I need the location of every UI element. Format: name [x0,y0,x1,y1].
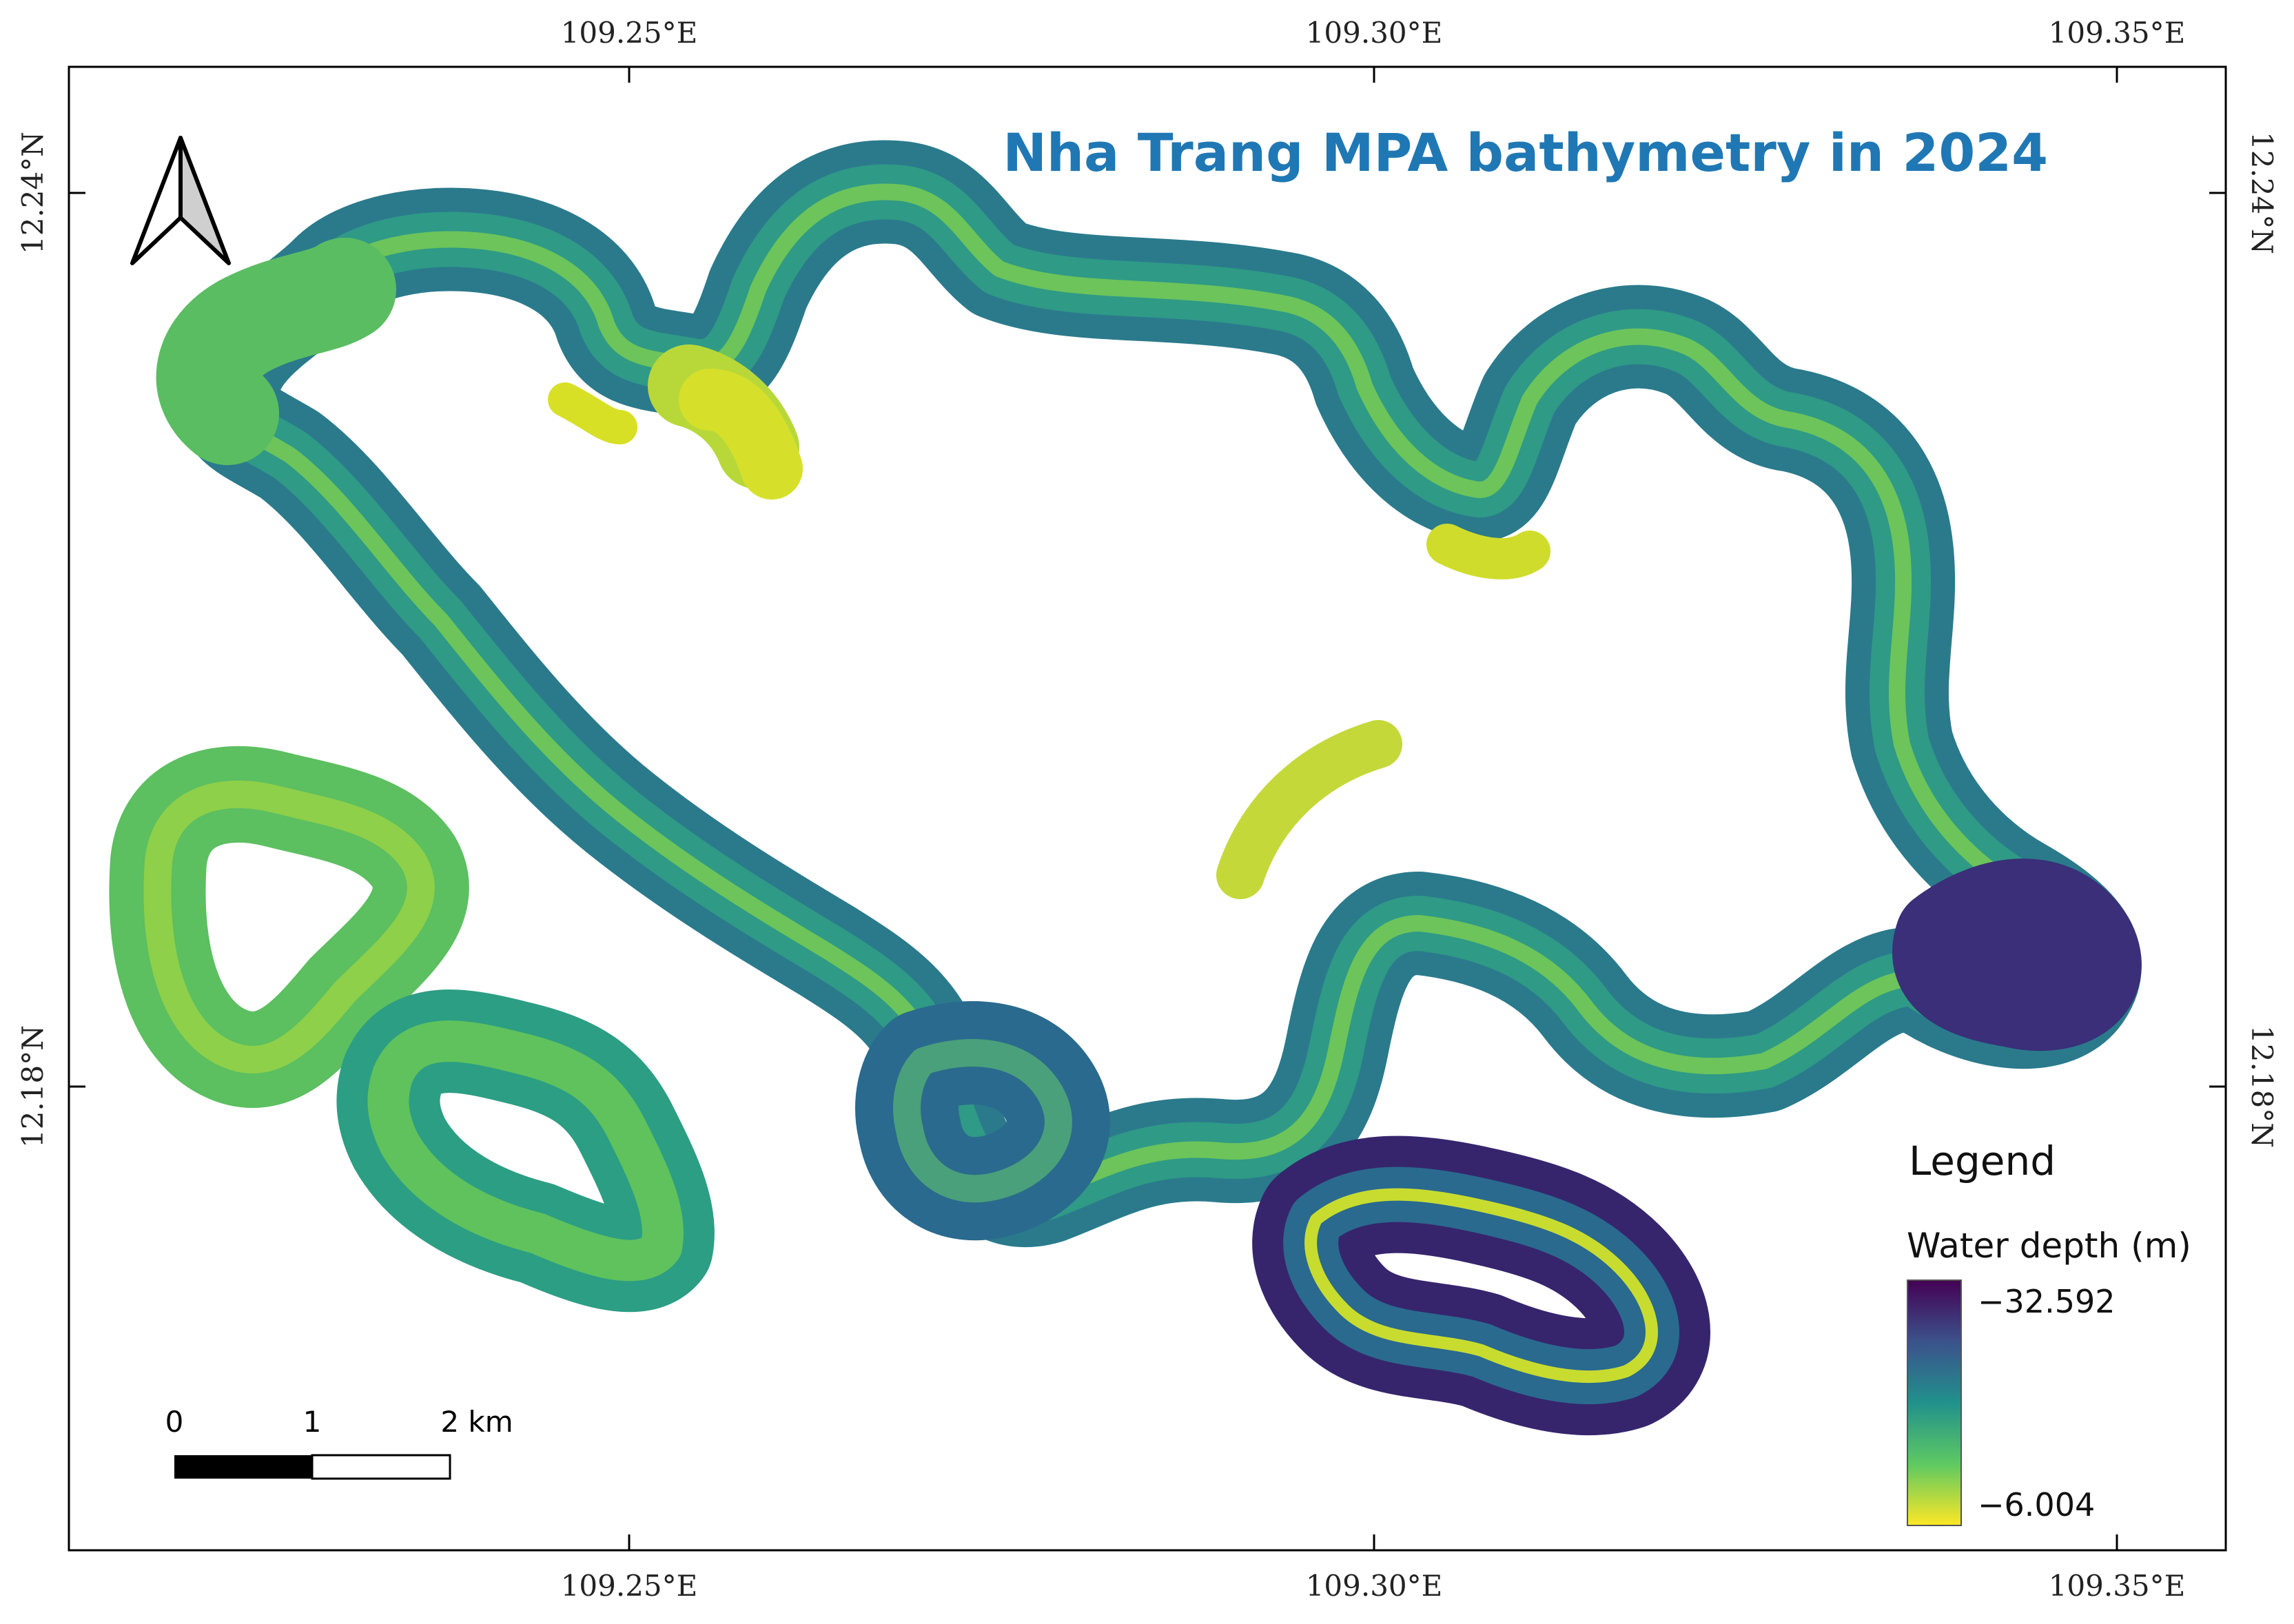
legend-layer-title: Water depth (m) [1907,1226,2191,1266]
scale-bar-black [174,1455,312,1479]
scale-tick-2: 2 km [440,1405,513,1439]
lon-label-bottom-3: 109.35°E [2049,1569,2186,1603]
lon-label-top-2: 109.30°E [1306,16,1443,50]
lon-label-bottom-2: 109.30°E [1306,1569,1443,1603]
legend-min-label: −6.004 [1978,1486,2095,1523]
lat-label-left-1: 12.24°N [16,132,50,254]
scale-bar: 0 1 2 km [165,1405,513,1480]
center-island-ring [855,1001,1110,1241]
scale-bar-white [311,1454,451,1480]
legend-max-label: −32.592 [1978,1283,2116,1320]
lat-label-right-2: 12.18°N [2245,1025,2279,1148]
legend: Legend Water depth (m) −32.592 −6.004 [1907,1138,2191,1526]
lat-label-right-1: 12.24°N [2245,132,2279,254]
scale-tick-1: 1 [303,1405,322,1439]
graticule-ticks [69,67,2226,1550]
east-deep-lobe [1892,859,2142,1051]
lon-label-top-1: 109.25°E [561,16,698,50]
lon-label-bottom-1: 109.25°E [561,1569,698,1603]
southeast-island-ring [1252,1135,1710,1436]
scale-tick-0: 0 [165,1405,184,1439]
lon-label-top-3: 109.35°E [2049,16,2186,50]
bathymetry-layer [109,140,2142,1436]
lat-label-left-2: 12.18°N [16,1025,50,1148]
west-island-2-ring [336,989,715,1313]
legend-heading: Legend [1909,1138,2056,1184]
west-island-1-ring [109,746,469,1108]
shallow-patches [548,369,1550,899]
north-arrow-icon [130,136,231,265]
map-title: Nha Trang MPA bathymetry in 2024 [1003,122,2048,183]
legend-color-ramp [1907,1279,1962,1526]
